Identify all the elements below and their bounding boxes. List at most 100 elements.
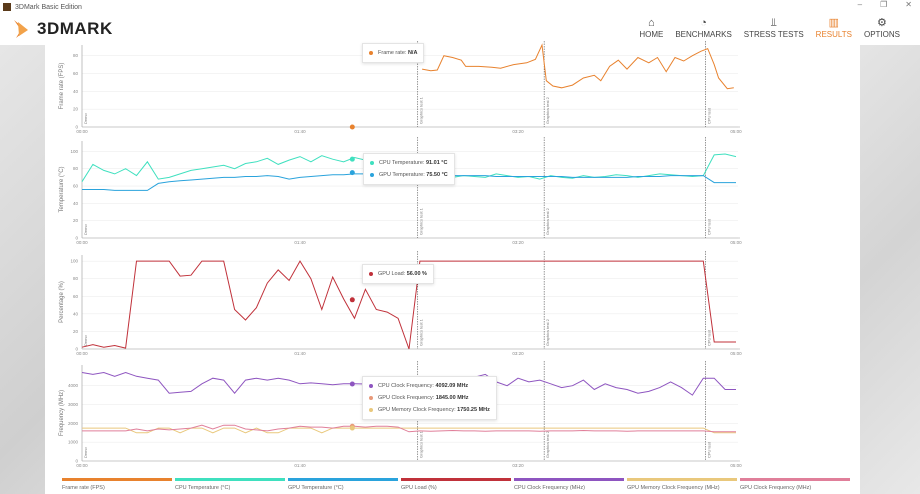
series-dot-icon (369, 271, 373, 276)
tooltip-label: GPU Load: (378, 271, 407, 277)
x-tick-label: 00:00 (76, 463, 88, 468)
nav-label: HOME (639, 30, 664, 39)
tooltip-value: 1845.00 MHz (435, 395, 469, 401)
cursor-dot (349, 425, 355, 431)
test-marker-label: CPU test (706, 218, 711, 235)
test-marker-label: Graphics test 2 (545, 207, 550, 235)
test-marker-label: Demo (83, 113, 88, 124)
y-tick-label: 100 (70, 149, 78, 154)
series-dot-icon (369, 407, 373, 412)
legend-swatch (401, 478, 511, 481)
x-tick-label: 03:20 (512, 129, 524, 134)
tooltip-freq: CPU Clock Frequency: 4092.09 MHz GPU Cloc… (362, 376, 497, 420)
test-marker-label: Graphics test 2 (545, 318, 550, 346)
close-button[interactable]: ✕ (905, 0, 912, 9)
legend-label: GPU Memory Clock Frequency (MHz) (627, 485, 720, 491)
legend-swatch (740, 478, 850, 481)
tooltip-label: GPU Temperature: (379, 172, 427, 178)
nav-icon: ⌂ (648, 17, 655, 29)
test-marker-label: CPU test (706, 107, 711, 124)
tooltip-value: N/A (407, 50, 418, 56)
nav-results[interactable]: ▥ RESULTS (810, 16, 858, 39)
legend-item[interactable]: GPU Memory Clock Frequency (MHz) (627, 478, 737, 491)
minimize-button[interactable]: – (857, 0, 863, 9)
x-tick-label: 03:20 (512, 351, 524, 356)
y-tick-label: 1000 (68, 440, 79, 445)
nav-benchmarks[interactable]: ◔ BENCHMARKS (669, 16, 737, 39)
y-tick-label: 100 (70, 259, 78, 264)
tooltip-value: 4092.09 MHz (435, 383, 469, 389)
cursor-dot (349, 124, 355, 130)
nav-icon: ⚙ (877, 17, 887, 29)
x-tick-label: 05:00 (730, 240, 742, 245)
y-tick-label: 0 (75, 125, 78, 130)
x-tick-label: 01:40 (294, 240, 306, 245)
chart-temp: 0 20 40 60 80 100 Temperature (°C) 00:00 01:40 03… (59, 137, 742, 245)
y-tick-label: 0 (75, 236, 78, 241)
x-tick-label: 00:00 (76, 351, 88, 356)
y-tick-label: 20 (73, 329, 79, 334)
tooltip-value: 1750.25 MHz (457, 407, 490, 413)
nav-icon: ◔ (700, 17, 707, 29)
series-dot-icon (370, 172, 374, 177)
tooltip-load: GPU Load: 56.00 % (362, 264, 434, 284)
app-header: 3DMARK ⌂ HOME ◔ BENCHMARKS ⫫ STRESS TESTS ▥ RES… (0, 14, 920, 45)
y-tick-label: 40 (73, 201, 79, 206)
x-tick-label: 01:40 (294, 129, 306, 134)
tooltip-row: Frame rate: N/A (369, 47, 417, 59)
y-tick-label: 40 (73, 311, 79, 316)
legend-label: GPU Load (%) (401, 485, 437, 491)
y-tick-label: 2000 (68, 421, 79, 426)
y-tick-label: 3000 (68, 402, 79, 407)
legend-item[interactable]: CPU Clock Frequency (MHz) (514, 478, 624, 491)
tooltip-value: 91.01 °C (425, 160, 448, 166)
test-marker-label: Graphics test 1 (419, 96, 424, 124)
restore-button[interactable]: ❐ (880, 0, 888, 9)
test-marker-label: Demo (83, 224, 88, 235)
legend-swatch (175, 478, 285, 481)
brand-logo[interactable]: 3DMARK (12, 18, 113, 40)
x-tick-label: 00:00 (76, 129, 88, 134)
y-tick-label: 80 (73, 53, 79, 58)
nav-icon: ▥ (828, 17, 840, 29)
y-axis-label: Frame rate (FPS) (59, 63, 65, 110)
tooltip-row: GPU Memory Clock Frequency: 1750.25 MHz (369, 404, 490, 416)
legend-swatch (627, 478, 737, 481)
app-icon (3, 3, 11, 11)
y-tick-label: 80 (73, 276, 79, 281)
y-axis-label: Frequency (MHz) (59, 390, 65, 436)
legend-label: GPU Temperature (°C) (288, 485, 344, 491)
legend-item[interactable]: GPU Load (%) (401, 478, 511, 491)
tooltip-label: GPU Clock Frequency: (378, 395, 436, 401)
legend-swatch (62, 478, 172, 481)
legend-item[interactable]: GPU Clock Frequency (MHz) (740, 478, 850, 491)
tooltip-row: GPU Load: 56.00 % (369, 268, 427, 280)
test-marker-label: Graphics test 1 (419, 318, 424, 346)
title-bar: 3DMark Basic Edition – ❐ ✕ (0, 0, 920, 14)
tooltip-temp: CPU Temperature: 91.01 °C GPU Temperature… (363, 153, 455, 185)
x-tick-label: 01:40 (294, 463, 306, 468)
legend-item[interactable]: Frame rate (FPS) (62, 478, 172, 491)
legend-item[interactable]: CPU Temperature (°C) (175, 478, 285, 491)
tooltip-row: CPU Clock Frequency: 4092.09 MHz (369, 380, 490, 392)
tooltip-value: 56.00 % (406, 271, 427, 277)
nav-options[interactable]: ⚙ OPTIONS (858, 16, 906, 39)
nav-stress-tests[interactable]: ⫫ STRESS TESTS (738, 16, 810, 39)
x-tick-label: 05:00 (730, 463, 742, 468)
legend-item[interactable]: GPU Temperature (°C) (288, 478, 398, 491)
tooltip-label: CPU Clock Frequency: (378, 383, 436, 389)
window-title: 3DMark Basic Edition (15, 3, 82, 11)
legend-label: GPU Clock Frequency (MHz) (740, 485, 812, 491)
nav-label: RESULTS (815, 30, 852, 39)
test-marker-label: Demo (83, 335, 88, 346)
tooltip-label: GPU Memory Clock Frequency: (378, 407, 458, 413)
tooltip-row: CPU Temperature: 91.01 °C (370, 157, 448, 169)
legend-label: CPU Temperature (°C) (175, 485, 231, 491)
nav-home[interactable]: ⌂ HOME (633, 16, 669, 39)
series-dot-icon (369, 50, 373, 55)
test-marker-label: Graphics test 1 (419, 430, 424, 458)
test-marker-label: CPU test (706, 329, 711, 346)
tooltip-fps: Frame rate: N/A (362, 43, 425, 63)
y-axis-label: Percentage (%) (59, 281, 65, 323)
